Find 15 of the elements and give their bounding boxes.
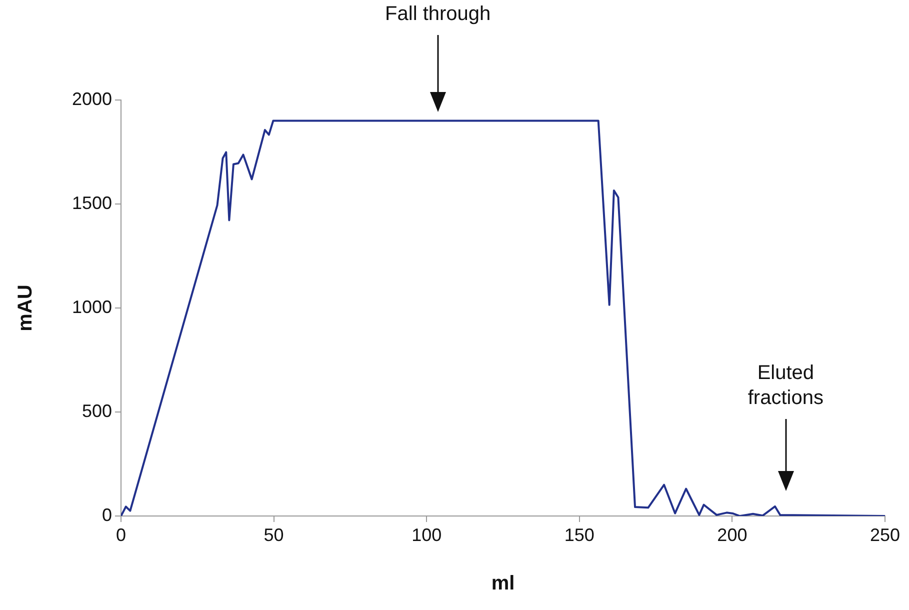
x-tick-label: 0 xyxy=(116,524,126,545)
x-tick-label: 50 xyxy=(264,524,284,545)
y-tick-label: 1500 xyxy=(72,192,112,213)
y-tick-label: 2000 xyxy=(72,88,112,109)
x-tick-label: 250 xyxy=(870,524,900,545)
x-tick-label: 200 xyxy=(717,524,748,545)
y-tick-label: 1000 xyxy=(72,296,112,317)
text: Fall through xyxy=(385,2,491,28)
annotation: Eluted fractions xyxy=(746,361,824,412)
x-axis-title: ml xyxy=(491,572,515,595)
y-tick-label: 500 xyxy=(82,400,112,421)
x-tick-label: 100 xyxy=(412,524,442,545)
x-tick-label: 150 xyxy=(564,524,594,545)
y-axis-title: mAU xyxy=(14,284,37,332)
y-tick-label: 0 xyxy=(102,504,112,525)
